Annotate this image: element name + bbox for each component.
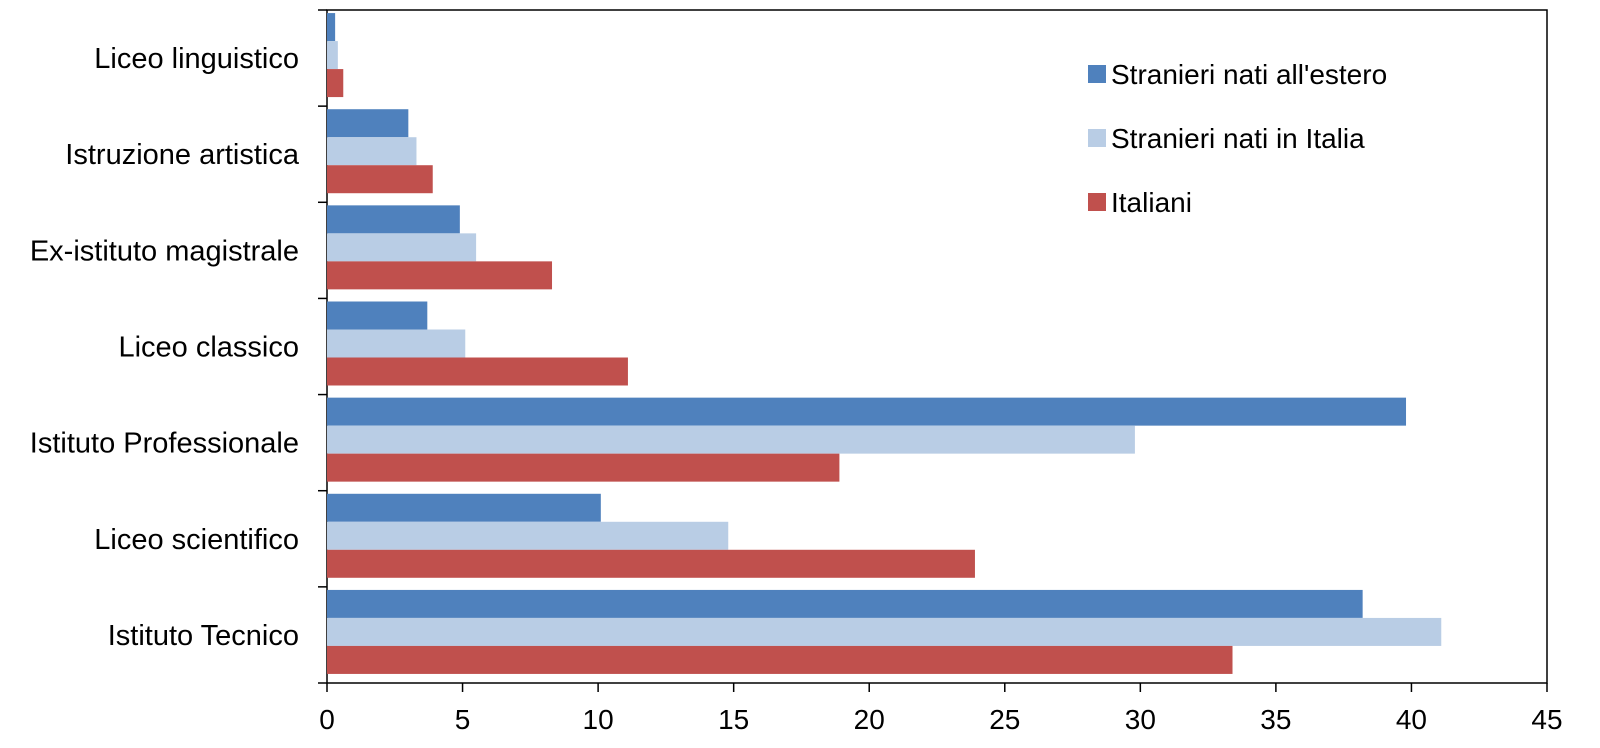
plot-area-border (326, 9, 1548, 684)
category-label: Istituto Tecnico (108, 620, 299, 652)
legend-swatch (1088, 129, 1106, 147)
bar-2-4 (327, 329, 466, 358)
x-axis: 0 5 10 15 20 25 30 35 40 45 (319, 683, 1563, 735)
legend-label: Italiani (1111, 187, 1192, 218)
bar-2-2 (327, 137, 417, 166)
bar-3-5 (327, 453, 840, 482)
x-tick-label: 20 (854, 704, 885, 735)
x-tick-label: 10 (583, 704, 614, 735)
bar-3-4 (327, 357, 628, 386)
category-label: Liceo classico (118, 332, 299, 364)
x-tick-label: 5 (455, 704, 471, 735)
bar-2-5 (327, 425, 1135, 454)
bar-1-5 (327, 397, 1407, 426)
bar-3-1 (327, 69, 344, 98)
bar-2-3 (327, 233, 477, 262)
legend-swatch (1088, 65, 1106, 83)
x-tick-label: 35 (1260, 704, 1291, 735)
category-label: Ex-istituto magistrale (30, 235, 299, 267)
x-tick-label: 40 (1396, 704, 1427, 735)
legend-label: Stranieri nati all'estero (1111, 59, 1387, 90)
bar-3-3 (327, 261, 553, 290)
bar-1-6 (327, 493, 601, 522)
legend: Stranieri nati all'estero Stranieri nati … (1088, 59, 1387, 218)
category-label: Liceo linguistico (94, 43, 299, 75)
bar-1-1 (327, 13, 336, 42)
x-tick-label: 45 (1531, 704, 1562, 735)
bar-1-7 (327, 589, 1363, 618)
category-label: Istituto Professionale (30, 428, 299, 460)
legend-swatch (1088, 193, 1106, 211)
x-tick-label: 25 (989, 704, 1020, 735)
bar-1-4 (327, 301, 428, 330)
legend-label: Stranieri nati in Italia (1111, 123, 1365, 154)
bar-2-1 (327, 41, 338, 70)
bar-1-3 (327, 205, 460, 234)
x-tick-label: 30 (1125, 704, 1156, 735)
x-tick-label: 0 (319, 704, 335, 735)
plot-frame (326, 9, 1548, 684)
bars (327, 13, 1442, 674)
bar-1-2 (327, 109, 409, 138)
bar-3-7 (327, 645, 1233, 674)
x-tick-label: 15 (718, 704, 749, 735)
bar-3-6 (327, 549, 975, 578)
category-label: Liceo scientifico (94, 524, 299, 556)
bar-2-7 (327, 617, 1442, 646)
bar-3-2 (327, 165, 433, 194)
category-label: Istruzione artistica (65, 139, 300, 171)
y-axis: Liceo linguistico Istruzione artistica Ex-… (30, 9, 327, 684)
bar-2-6 (327, 521, 729, 550)
